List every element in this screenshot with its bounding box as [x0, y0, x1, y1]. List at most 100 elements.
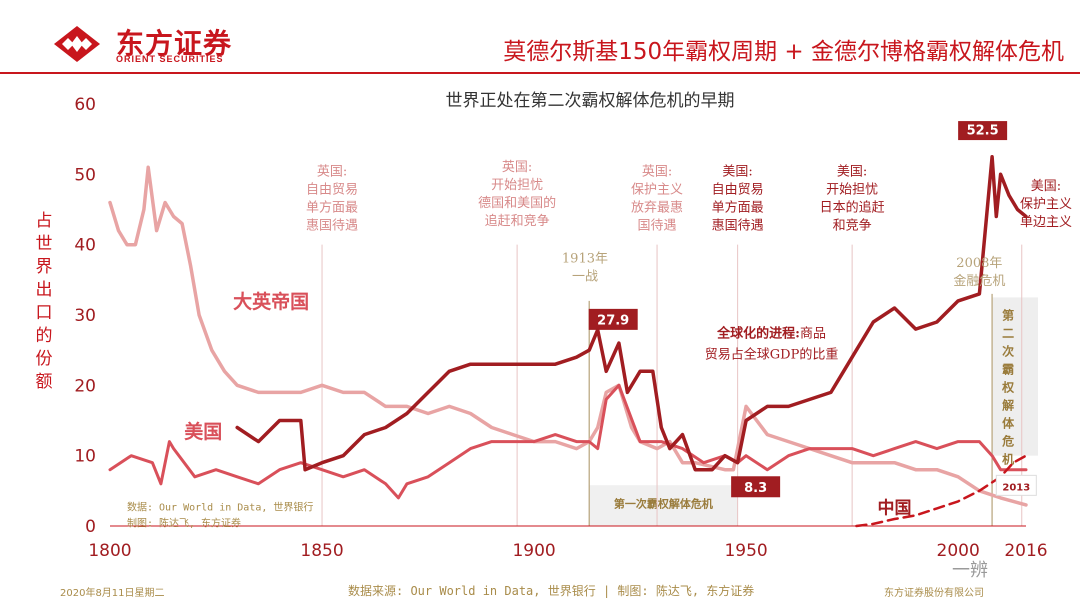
crisis-box-2-char: 体	[1002, 415, 1015, 430]
value-label-text: 8.3	[744, 481, 767, 496]
annotation-0-line: 单方面最	[306, 200, 358, 216]
event-label-1-line: 2008年	[956, 256, 1002, 271]
annotation-1-line: 英国:	[502, 160, 532, 175]
x-tick-label: 2016	[1004, 541, 1047, 561]
annotation-5-line: 美国:	[1031, 179, 1061, 194]
crisis-box-2-char: 权	[1001, 379, 1015, 394]
annotation-1-line: 追赶和竞争	[485, 213, 550, 229]
event-label-1-line: 金融危机	[953, 273, 1005, 289]
annotation-2-line: 保护主义	[631, 183, 683, 198]
logo-subtext: ORIENT SECURITIES	[116, 54, 224, 64]
value-label-box	[995, 474, 1037, 496]
crisis-box-2-char: 机	[1002, 451, 1014, 466]
orient-logo-icon	[54, 26, 100, 62]
series-globalization-line	[235, 155, 1028, 472]
value-label-text: 52.5	[967, 124, 999, 139]
globalization-note-rest: 商品	[800, 327, 826, 342]
globalization-note-line2: 贸易占全球GDP的比重	[705, 347, 839, 363]
annotation-2-line: 放弃最惠	[631, 201, 683, 216]
value-label-box	[958, 121, 1008, 141]
crisis-box-1-label: 第一次霸权解体危机	[614, 497, 713, 511]
y-axis-title-char: 的	[36, 326, 53, 346]
header-divider	[0, 72, 1080, 74]
y-axis-title-char: 额	[36, 372, 53, 392]
annotation-5-line: 保护主义	[1020, 197, 1072, 212]
annotation-2-line: 英国:	[642, 165, 672, 180]
logo-text: 东方证券	[116, 27, 233, 60]
watermark: 一辨	[952, 560, 988, 581]
series-label-china: 中国	[878, 497, 912, 518]
footer-source: 数据来源: Our World in Data, 世界银行 | 制图: 陈达飞,…	[348, 584, 755, 598]
y-tick-label: 20	[74, 376, 96, 396]
annotation-2-line: 国待遇	[638, 219, 677, 234]
annotation-4-line: 美国:	[837, 165, 867, 180]
annotation-3-line: 惠国待遇	[712, 219, 764, 234]
globalization-note-bold: 全球化的进程:	[716, 326, 800, 342]
series-china-line	[855, 454, 1028, 528]
crisis-box-2-char: 霸	[1002, 362, 1014, 376]
x-tick-label: 1850	[300, 541, 343, 561]
crisis-box-2-char: 危	[1001, 433, 1014, 448]
chart-source-note: 数据: Our World in Data, 世界银行	[127, 501, 313, 514]
crisis-box-2-char: 二	[1002, 326, 1014, 340]
globalization-note-title: 全球化的进程:商品	[716, 326, 826, 342]
footer-date: 2020年8月11日星期二	[60, 588, 165, 599]
annotation-4-line: 日本的追赶	[820, 200, 885, 216]
event-label-0-line: 一战	[572, 269, 598, 284]
value-label-text: 2013	[1002, 482, 1030, 493]
x-tick-label: 1900	[512, 541, 555, 561]
annotation-1-line: 开始担忧	[491, 178, 543, 193]
value-label-text: 27.9	[597, 313, 629, 328]
series-uk-line	[108, 165, 1028, 507]
series-us-line	[108, 383, 1028, 500]
y-tick-label: 30	[74, 306, 96, 326]
slide-title: 莫德尔斯基150年霸权周期 + 金德尔博格霸权解体危机	[503, 39, 1064, 65]
annotation-4-line: 和竞争	[833, 218, 872, 234]
annotation-3-line: 自由贸易	[712, 183, 764, 198]
y-tick-label: 40	[74, 236, 96, 256]
chart-title: 世界正处在第二次霸权解体危机的早期	[446, 91, 735, 111]
value-label-box	[731, 476, 781, 498]
chart-source-note: 制图: 陈达飞, 东方证券	[127, 517, 241, 530]
y-axis-title-char: 界	[36, 257, 53, 277]
y-tick-label: 60	[74, 95, 96, 115]
y-axis-title-char: 世	[36, 234, 53, 254]
y-tick-label: 50	[74, 165, 96, 185]
crisis-box-2-char: 第	[1002, 307, 1014, 322]
annotation-0-line: 惠国待遇	[306, 219, 358, 234]
y-axis-title-char: 口	[36, 303, 53, 323]
x-tick-label: 1800	[88, 541, 131, 561]
y-tick-label: 10	[74, 447, 96, 467]
y-axis-title-char: 出	[36, 280, 53, 300]
series-label-uk: 大英帝国	[233, 290, 309, 313]
annotation-5-line: 单边主义	[1020, 215, 1072, 230]
y-tick-label: 0	[85, 517, 96, 537]
annotation-4-line: 开始担忧	[826, 183, 878, 198]
annotation-0-line: 英国:	[317, 165, 347, 180]
event-label-0-line: 1913年	[562, 251, 608, 266]
annotation-0-line: 自由贸易	[306, 183, 358, 198]
x-tick-label: 1950	[724, 541, 767, 561]
x-tick-label: 2000	[937, 541, 980, 561]
y-axis-title-char: 占	[36, 211, 53, 231]
crisis-box-2-char: 次	[1002, 343, 1014, 358]
annotation-3-line: 美国:	[722, 165, 752, 180]
footer-company: 东方证券股份有限公司	[884, 588, 984, 599]
series-label-us: 美国	[184, 420, 222, 443]
crisis-box-2-char: 解	[1002, 397, 1014, 412]
y-axis-title-char: 份	[36, 349, 53, 369]
crisis-box-1	[589, 485, 738, 526]
value-label-box	[588, 308, 638, 330]
annotation-3-line: 单方面最	[712, 200, 764, 216]
crisis-box-2	[992, 297, 1038, 456]
annotation-1-line: 德国和美国的	[478, 195, 556, 211]
